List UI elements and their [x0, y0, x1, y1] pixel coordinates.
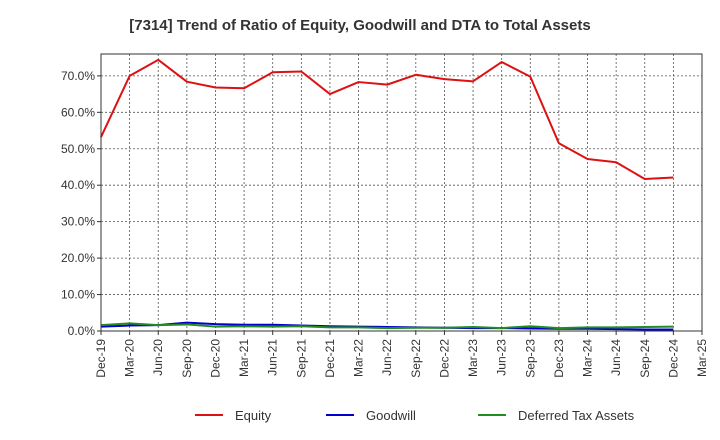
series-lines	[100, 58, 674, 331]
x-tick-label: Sep-20	[180, 339, 194, 378]
x-tick-label: Mar-20	[123, 339, 137, 377]
x-tick-label: Jun-20	[151, 339, 165, 376]
chart-title: [7314] Trend of Ratio of Equity, Goodwil…	[129, 17, 590, 34]
y-tick-label: 30.0%	[61, 215, 95, 229]
x-tick-label: Sep-24	[638, 339, 652, 378]
x-tick-label: Dec-23	[552, 339, 566, 378]
series-line-goodwill	[100, 321, 674, 331]
x-tick-label: Dec-24	[666, 339, 680, 378]
legend-label-goodwill: Goodwill	[366, 408, 416, 423]
x-tick-label: Jun-23	[495, 339, 509, 376]
y-tick-label: 70.0%	[61, 69, 95, 83]
legend-label-equity: Equity	[235, 408, 272, 423]
x-tick-label: Jun-21	[266, 339, 280, 376]
x-tick-label: Mar-24	[581, 339, 595, 377]
y-tick-label: 20.0%	[61, 251, 95, 265]
plot-frame	[100, 53, 703, 332]
x-tick-label: Jun-22	[380, 339, 394, 376]
y-tick-label: 60.0%	[61, 105, 95, 119]
x-tick-label: Mar-21	[237, 339, 251, 377]
x-tick-label: Sep-23	[523, 339, 537, 378]
series-line-deferred-tax-assets	[100, 322, 674, 330]
legend: Equity Goodwill Deferred Tax Assets	[195, 408, 635, 423]
x-tick-label: Sep-21	[294, 339, 308, 378]
legend-label-deferred-tax-assets: Deferred Tax Assets	[518, 408, 635, 423]
x-tick-label: Mar-23	[466, 339, 480, 377]
x-tick-label: Mar-25	[695, 339, 709, 377]
y-axis-ticks: 0.0% 10.0% 20.0% 30.0% 40.0% 50.0% 60.0% 70.0%	[61, 69, 101, 338]
x-tick-label: Sep-22	[409, 339, 423, 378]
y-tick-label: 0.0%	[68, 324, 96, 338]
x-tick-label: Dec-19	[94, 339, 108, 378]
x-tick-label: Mar-22	[352, 339, 366, 377]
x-tick-label: Dec-22	[437, 339, 451, 378]
y-tick-label: 10.0%	[61, 288, 95, 302]
series-line-equity	[100, 58, 674, 181]
grid-lines	[101, 54, 702, 331]
x-tick-label: Dec-21	[323, 339, 337, 378]
x-tick-label: Dec-20	[208, 339, 222, 378]
x-tick-label: Jun-24	[609, 339, 623, 376]
y-tick-label: 50.0%	[61, 142, 95, 156]
x-axis-ticks: Dec-19 Mar-20 Jun-20 Sep-20 Dec-20 Mar-21 Jun-…	[94, 331, 709, 378]
y-tick-label: 40.0%	[61, 178, 95, 192]
